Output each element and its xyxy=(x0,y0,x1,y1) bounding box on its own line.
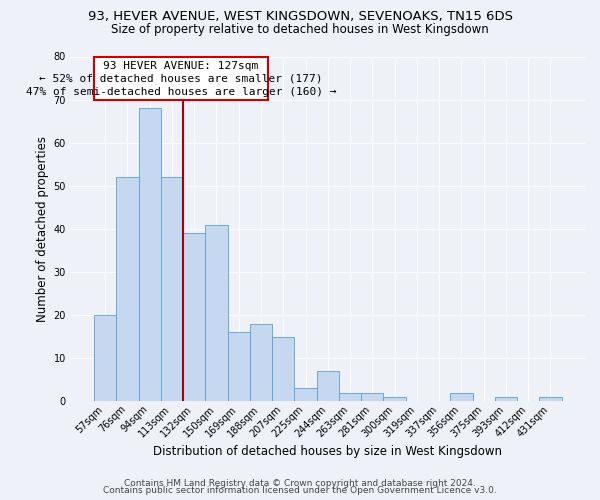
Bar xyxy=(161,177,183,401)
FancyBboxPatch shape xyxy=(94,56,268,100)
Bar xyxy=(116,177,139,401)
Bar xyxy=(183,233,205,401)
Bar xyxy=(383,397,406,401)
Bar xyxy=(250,324,272,401)
Text: Contains public sector information licensed under the Open Government Licence v3: Contains public sector information licen… xyxy=(103,486,497,495)
Bar xyxy=(94,315,116,401)
Text: 93 HEVER AVENUE: 127sqm: 93 HEVER AVENUE: 127sqm xyxy=(103,61,259,71)
Bar xyxy=(272,336,295,401)
Text: Size of property relative to detached houses in West Kingsdown: Size of property relative to detached ho… xyxy=(111,22,489,36)
Bar xyxy=(139,108,161,401)
Bar xyxy=(450,392,473,401)
Bar xyxy=(227,332,250,401)
Y-axis label: Number of detached properties: Number of detached properties xyxy=(36,136,49,322)
X-axis label: Distribution of detached houses by size in West Kingsdown: Distribution of detached houses by size … xyxy=(154,444,502,458)
Bar xyxy=(295,388,317,401)
Bar xyxy=(317,371,339,401)
Text: 93, HEVER AVENUE, WEST KINGSDOWN, SEVENOAKS, TN15 6DS: 93, HEVER AVENUE, WEST KINGSDOWN, SEVENO… xyxy=(88,10,512,23)
Bar xyxy=(539,397,562,401)
Bar xyxy=(495,397,517,401)
Bar xyxy=(361,392,383,401)
Text: Contains HM Land Registry data © Crown copyright and database right 2024.: Contains HM Land Registry data © Crown c… xyxy=(124,478,476,488)
Bar xyxy=(339,392,361,401)
Text: ← 52% of detached houses are smaller (177): ← 52% of detached houses are smaller (17… xyxy=(39,74,323,84)
Bar xyxy=(205,224,227,401)
Text: 47% of semi-detached houses are larger (160) →: 47% of semi-detached houses are larger (… xyxy=(26,86,336,97)
